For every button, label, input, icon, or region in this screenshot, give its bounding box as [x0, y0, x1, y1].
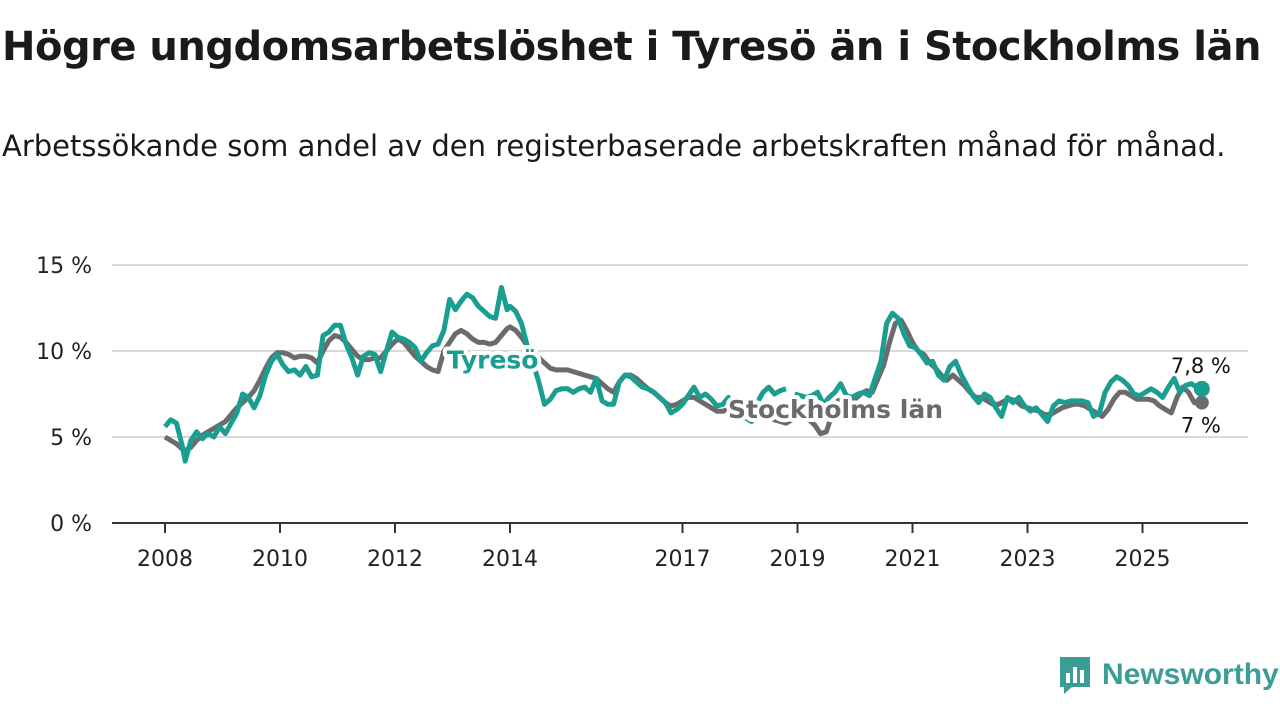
series-line-tyreso: [163, 284, 787, 464]
x-axis-ticks: 2008 2010 2012 2014 2017 2019 2021 2023 2025: [137, 523, 1171, 572]
brand-logo: Newsworthy: [1058, 655, 1279, 695]
end-value-stockholm: 7 %: [1181, 414, 1221, 438]
x-tick-label: 2017: [655, 547, 711, 572]
x-tick-label: 2023: [1000, 547, 1056, 572]
y-tick-label: 10 %: [36, 340, 92, 365]
x-tick-label: 2021: [885, 547, 941, 572]
series-line-tyreso-2: [793, 310, 1201, 424]
x-tick-label: 2025: [1115, 547, 1171, 572]
series-lines: [163, 284, 1201, 464]
svg-text:Stockholms län: Stockholms län: [728, 395, 943, 424]
svg-text:Tyresö: Tyresö: [447, 345, 539, 374]
grid-lines: [112, 264, 1248, 438]
end-value-tyreso: 7,8 %: [1171, 354, 1231, 378]
x-tick-label: 2008: [137, 547, 193, 572]
end-marker-tyreso: [1193, 380, 1210, 397]
y-tick-label: 15 %: [36, 254, 92, 279]
y-axis-ticks: 0 % 5 % 10 % 15 %: [36, 254, 92, 537]
brand-name: Newsworthy: [1102, 658, 1279, 691]
end-marker-stockholm: [1194, 395, 1209, 410]
x-tick-label: 2014: [482, 547, 538, 572]
page-title: Högre ungdomsarbetslöshet i Tyresö än i …: [2, 24, 1261, 70]
x-tick-label: 2010: [252, 547, 308, 572]
y-tick-label: 0 %: [50, 512, 92, 537]
y-tick-label: 5 %: [50, 426, 92, 451]
bar-chart-icon: [1060, 657, 1090, 694]
x-tick-label: 2019: [770, 547, 826, 572]
chart-subtitle: Arbetssökande som andel av den registerb…: [2, 129, 1226, 163]
x-tick-label: 2012: [367, 547, 423, 572]
svg-text:Tyresö: Tyresö: [447, 345, 539, 374]
svg-text:Stockholms län: Stockholms län: [728, 395, 943, 424]
